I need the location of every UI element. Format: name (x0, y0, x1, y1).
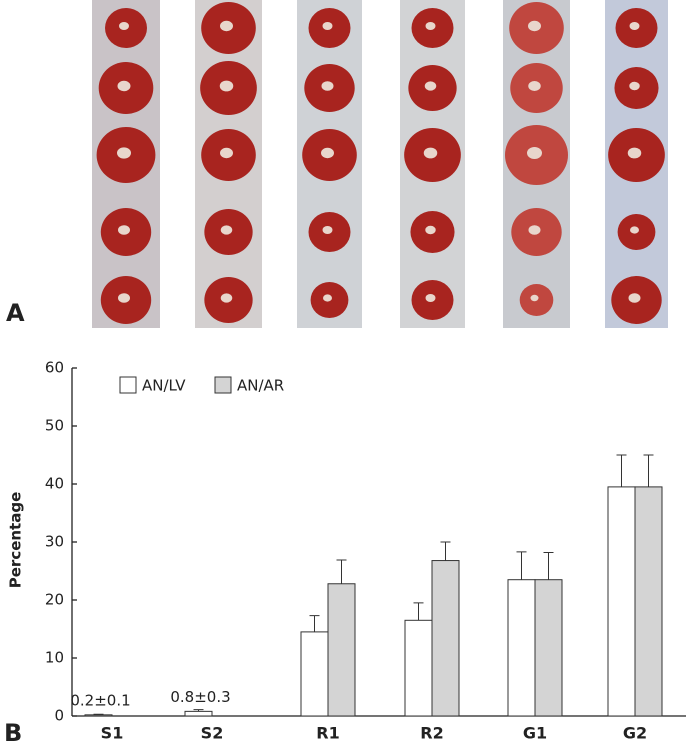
bar (184, 710, 213, 717)
slice-center (321, 81, 334, 91)
bar (507, 579, 536, 717)
slice-center (117, 80, 131, 92)
error-bar (336, 559, 347, 584)
error-bar (543, 551, 554, 580)
legend-label: AN/LV (142, 377, 186, 395)
slice-center (528, 20, 541, 32)
legend-swatch (119, 376, 137, 394)
x-tick-label: S2 (201, 724, 224, 743)
slice-center (322, 226, 333, 234)
y-tick-label: 10 (45, 649, 64, 667)
x-tick-label: R2 (420, 724, 443, 743)
y-tick-label: 20 (45, 591, 64, 609)
legend-swatch (214, 376, 232, 394)
slice-center (527, 147, 542, 159)
bar (84, 714, 113, 717)
error-bar (643, 454, 654, 487)
x-tick-label: S1 (101, 724, 124, 743)
y-tick-label: 0 (54, 707, 64, 725)
slice-center (530, 294, 539, 302)
slice-center (119, 22, 129, 30)
slice-center (528, 81, 541, 91)
slice-center (117, 147, 131, 159)
bar (404, 619, 433, 717)
error-bar (413, 602, 424, 621)
slice-center (220, 147, 233, 159)
value-label: 0.2±0.1 (70, 691, 130, 709)
slice-center (628, 293, 641, 303)
y-tick-label: 30 (45, 533, 64, 551)
slice-center (118, 225, 130, 235)
y-axis-label: Percentage (7, 492, 25, 589)
error-bar (193, 709, 204, 712)
x-tick-label: G2 (623, 724, 647, 743)
x-tick-label: G1 (523, 724, 547, 743)
error-bar (440, 541, 451, 561)
error-bar (616, 454, 627, 487)
slice-center (425, 225, 436, 235)
bar (431, 560, 460, 717)
slice-center (321, 147, 334, 159)
y-tick-label: 40 (45, 475, 64, 493)
bar (607, 486, 636, 717)
slice-center (629, 22, 640, 30)
slice-center (630, 226, 639, 234)
legend-label: AN/AR (237, 377, 284, 395)
bar (300, 631, 329, 717)
slice-center (425, 22, 436, 30)
value-label: 0.8±0.3 (170, 688, 230, 706)
slice-center (220, 225, 233, 235)
slice-center (219, 80, 234, 92)
error-bar (516, 551, 527, 580)
panel-label: B (4, 719, 22, 745)
slice-center (220, 20, 233, 32)
bar (534, 579, 563, 717)
slice-center (627, 147, 642, 159)
slice-center (528, 225, 541, 235)
panel-label: A (6, 299, 25, 327)
slice-center (220, 293, 233, 303)
error-bar (93, 713, 104, 715)
y-tick-label: 50 (45, 417, 64, 435)
bar (634, 486, 663, 717)
slice-center (118, 293, 130, 303)
y-tick-label: 60 (45, 359, 64, 377)
slice-center (425, 294, 436, 302)
slice-center (323, 294, 332, 302)
x-tick-label: R1 (316, 724, 339, 743)
error-bar (309, 615, 320, 632)
bar (327, 583, 356, 717)
slice-center (423, 147, 438, 159)
slice-center (424, 81, 437, 91)
slice-center (322, 22, 333, 30)
slice-center (629, 81, 640, 91)
